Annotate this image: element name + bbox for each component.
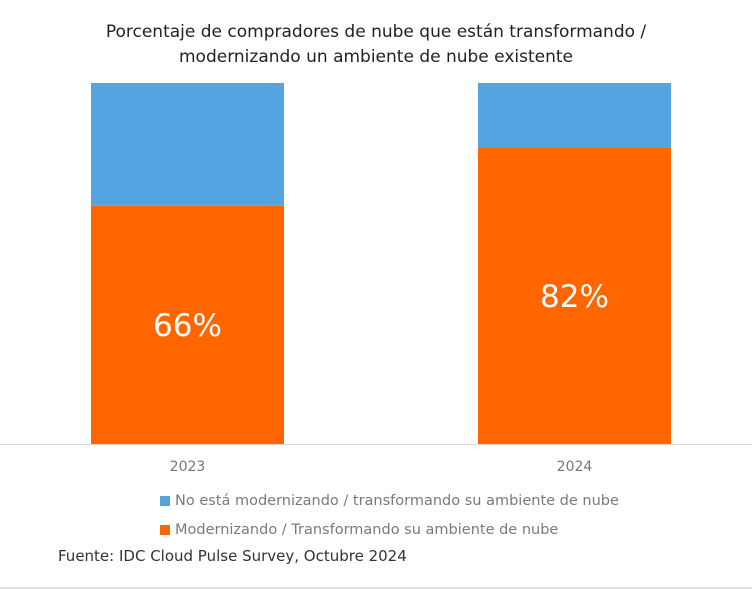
legend-item-modernizing: Modernizando / Transformando su ambiente… bbox=[160, 515, 619, 544]
bottom-divider bbox=[0, 587, 752, 589]
x-tick-label-2023: 2023 bbox=[170, 459, 206, 475]
x-tick-labels: 2023 2024 bbox=[170, 459, 593, 475]
chart-title-line-1: Porcentaje de compradores de nube que es… bbox=[105, 22, 647, 42]
bar-segment-2024-not-modernizing bbox=[478, 83, 671, 148]
legend-swatch-orange bbox=[160, 524, 170, 535]
data-label-2024: 82% bbox=[540, 279, 609, 315]
legend-label: No está modernizando / transformando su … bbox=[175, 492, 619, 509]
bars-group: 66% 82% bbox=[91, 83, 671, 444]
bar-segment-2024-modernizing bbox=[478, 148, 671, 444]
stacked-bar-chart: 66% 82% 2023 2024 bbox=[0, 83, 752, 475]
legend-label: Modernizando / Transformando su ambiente… bbox=[175, 521, 559, 538]
chart-title: Porcentaje de compradores de nube que es… bbox=[0, 20, 752, 70]
legend-item-not-modernizing: No está modernizando / transformando su … bbox=[160, 486, 619, 515]
chart-title-line-2: modernizando un ambiente de nube existen… bbox=[179, 47, 573, 67]
bar-segment-2023-modernizing bbox=[91, 205, 284, 444]
source-note: Fuente: IDC Cloud Pulse Survey, Octubre … bbox=[58, 547, 407, 565]
legend-swatch-blue bbox=[160, 495, 170, 506]
x-tick-label-2024: 2024 bbox=[557, 459, 593, 475]
bar-segment-2023-not-modernizing bbox=[91, 83, 284, 206]
data-label-2023: 66% bbox=[153, 308, 222, 344]
legend: No está modernizando / transformando su … bbox=[160, 486, 619, 544]
